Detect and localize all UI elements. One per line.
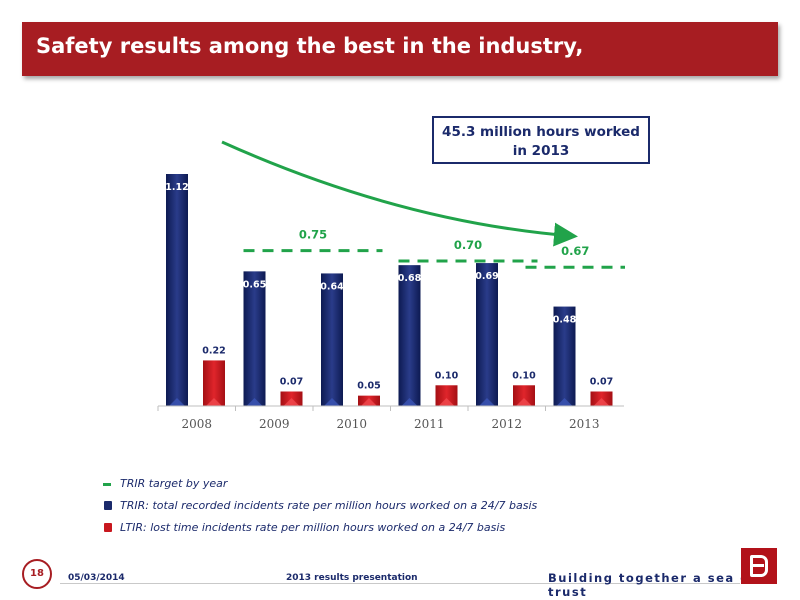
bar-base-highlight: [401, 398, 418, 406]
trir-bar-2011: [398, 265, 421, 406]
bar-base-highlight: [246, 398, 263, 406]
bar-base-highlight: [516, 398, 532, 406]
ltir-bar-2012: [513, 385, 535, 406]
trir-value-label: 0.64: [320, 281, 344, 292]
target-label: 0.75: [299, 228, 327, 242]
ltir-swatch-icon: [104, 523, 112, 532]
trir-value-label: 0.69: [475, 271, 498, 282]
bar-base-highlight: [283, 398, 300, 406]
footer-date: 05/03/2014: [68, 573, 125, 583]
ltir-value-label: 0.07: [280, 377, 303, 388]
callout-line-1: 45.3 million hours worked: [442, 124, 640, 140]
trir-bar-2013: [553, 306, 576, 406]
trir-bar-2010: [321, 273, 343, 406]
target-label: 0.67: [561, 244, 589, 258]
bar-base-highlight: [438, 398, 455, 406]
footer-tagline: Building together a sea of trust: [548, 571, 757, 599]
trir-bar-2008: [166, 174, 188, 406]
bar-base-highlight: [479, 398, 495, 406]
title-bar: Safety results among the best in the ind…: [22, 22, 778, 76]
company-logo: [741, 548, 777, 584]
x-tick-label: 2012: [491, 417, 522, 431]
trir-bar-2009: [243, 271, 266, 406]
x-tick-label: 2009: [259, 417, 290, 431]
legend-label-ltir: LTIR: lost time incidents rate per milli…: [120, 521, 506, 534]
hours-worked-callout: 45.3 million hours worked in 2013: [432, 116, 650, 164]
page-title: Safety results among the best in the ind…: [36, 34, 584, 58]
x-tick-label: 2013: [569, 417, 600, 431]
x-tick-label: 2011: [414, 417, 445, 431]
bar-base-highlight: [556, 398, 573, 406]
ltir-value-label: 0.10: [435, 370, 459, 381]
ltir-value-label: 0.07: [590, 377, 613, 388]
target-label: 0.70: [454, 238, 482, 252]
ltir-bar-2011: [435, 385, 458, 406]
trir-bar-2012: [476, 263, 498, 406]
ltir-value-label: 0.22: [202, 345, 225, 356]
trir-value-label: 0.48: [553, 315, 577, 326]
trend-arrow: [221, 140, 578, 247]
legend-label-target: TRIR target by year: [120, 477, 228, 490]
x-tick-label: 2008: [181, 417, 212, 431]
ltir-value-label: 0.05: [357, 381, 380, 392]
trir-value-label: 1.12: [165, 182, 188, 193]
bar-base-highlight: [593, 398, 610, 406]
ltir-value-label: 0.10: [512, 370, 536, 381]
trir-value-label: 0.65: [243, 279, 266, 290]
target-dash-icon: [103, 483, 111, 486]
footer-divider: [60, 583, 740, 584]
bar-base-highlight: [361, 398, 377, 406]
trir-swatch-icon: [104, 501, 112, 510]
page-number: 18: [22, 559, 52, 589]
bar-base-highlight: [324, 398, 340, 406]
legend-label-trir: TRIR: total recorded incidents rate per …: [120, 499, 538, 512]
bar-base-highlight: [169, 398, 185, 406]
callout-line-2: in 2013: [512, 143, 570, 159]
x-tick-label: 2010: [336, 417, 367, 431]
ltir-bar-2008: [203, 360, 225, 406]
bar-base-highlight: [206, 398, 222, 406]
trir-value-label: 0.68: [398, 273, 422, 284]
footer-presentation: 2013 results presentation: [286, 573, 418, 583]
